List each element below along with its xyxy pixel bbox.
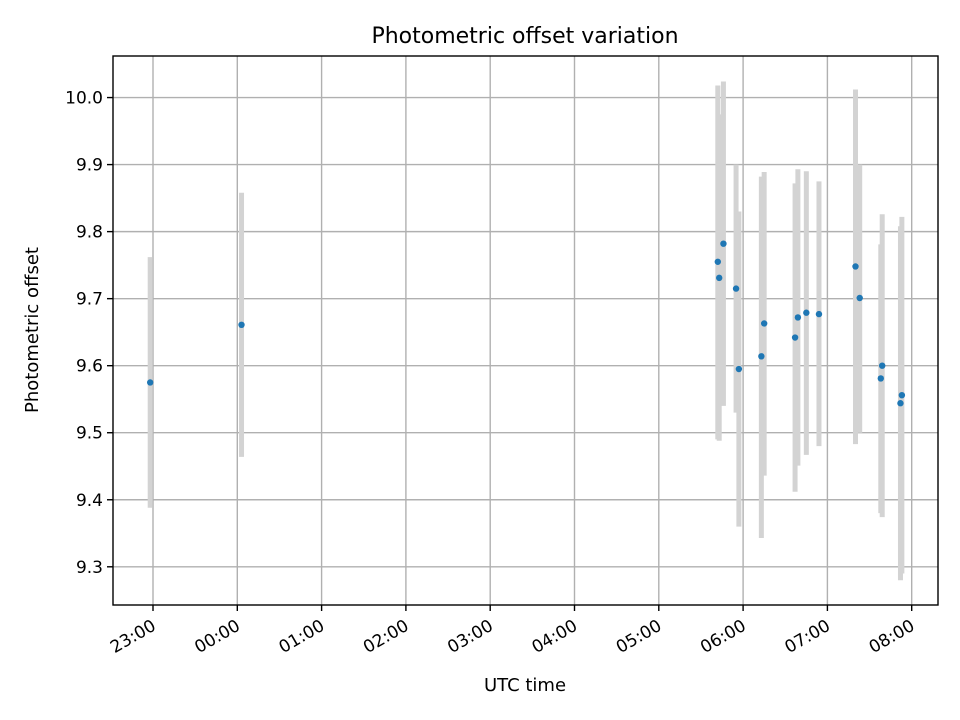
grid-lines — [113, 56, 938, 605]
plot-frame — [112, 55, 939, 606]
y-tick-label: 9.9 — [76, 156, 103, 176]
x-tick-label: 05:00 — [613, 616, 665, 658]
y-tick-label: 9.7 — [76, 290, 103, 310]
y-tick-label: 9.3 — [76, 558, 103, 578]
x-tick-label: 07:00 — [781, 616, 833, 658]
x-tick-label: 00:00 — [191, 616, 243, 658]
chart-title: Photometric offset variation — [371, 24, 678, 49]
x-tick-label: 01:00 — [276, 616, 328, 658]
plot-background — [113, 56, 938, 605]
y-tick-label: 9.6 — [76, 357, 103, 377]
x-tick-label: 04:00 — [529, 616, 581, 658]
y-axis-ticks: 9.3 9.4 9.5 9.6 9.7 9.8 9.9 10.0 — [65, 89, 113, 578]
data-point — [238, 321, 245, 329]
x-tick-label: 03:00 — [444, 616, 496, 658]
data-point — [815, 310, 823, 318]
data-point — [791, 334, 799, 341]
y-tick-label: 9.4 — [76, 491, 103, 511]
x-axis-label: UTC time — [484, 675, 566, 696]
data-point — [803, 309, 810, 316]
data-point — [716, 274, 723, 282]
y-axis-label: Photometric offset — [22, 247, 43, 413]
data-point — [714, 258, 722, 265]
y-tick-label: 9.5 — [76, 424, 103, 444]
data-point — [877, 375, 884, 382]
data-points — [146, 240, 906, 407]
x-axis-ticks: 23:00 00:00 01:00 02:00 03:00 04:00 05:00 06:00… — [107, 605, 918, 658]
x-tick-label: 23:00 — [107, 616, 159, 658]
data-point — [735, 365, 743, 373]
data-point — [794, 314, 802, 321]
x-tick-label: 06:00 — [697, 616, 749, 658]
data-point — [897, 400, 904, 407]
data-point — [852, 263, 859, 270]
data-point — [878, 362, 886, 369]
x-tick-label: 02:00 — [360, 616, 412, 658]
data-point — [898, 391, 906, 399]
data-point — [760, 320, 768, 327]
data-point — [146, 379, 154, 386]
y-tick-label: 10.0 — [65, 89, 103, 109]
data-point — [732, 285, 740, 292]
data-point — [856, 294, 863, 302]
y-tick-label: 9.8 — [76, 223, 103, 243]
data-point — [720, 240, 727, 247]
data-point — [758, 353, 765, 360]
x-tick-label: 08:00 — [866, 616, 918, 658]
